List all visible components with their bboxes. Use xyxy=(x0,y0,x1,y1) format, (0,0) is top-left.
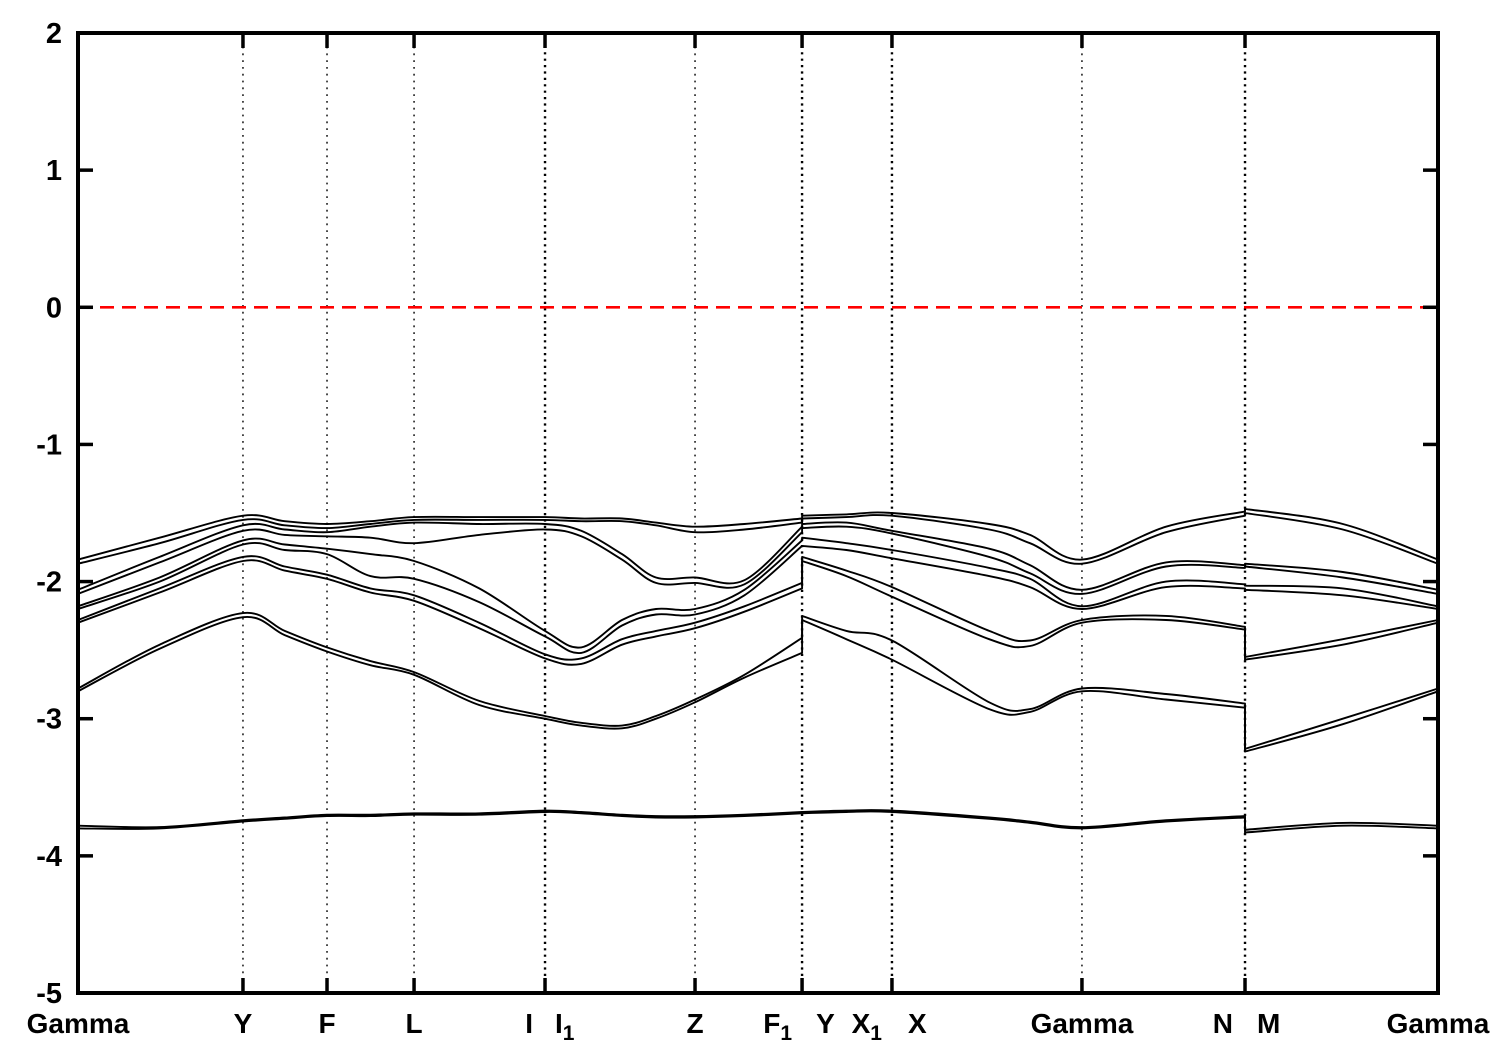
x-tick-label: L xyxy=(406,1008,423,1039)
x-tick-label: M xyxy=(1257,1008,1280,1039)
band-curve-band-07 xyxy=(77,555,1439,661)
x-tick-label: Y xyxy=(234,1008,253,1039)
x-tick-label: I1 xyxy=(555,1008,575,1045)
x-tick-label: Gamma xyxy=(1031,1008,1134,1039)
x-tick-label: Gamma xyxy=(27,1008,130,1039)
x-tick-label-text: I xyxy=(525,1008,533,1039)
plot-border xyxy=(76,31,1440,995)
x-tick-label-text: M xyxy=(1257,1008,1280,1039)
y-tick-label: -3 xyxy=(36,704,62,736)
x-tick-label: X1 xyxy=(852,1008,883,1045)
band-curve-band-09 xyxy=(77,612,1439,750)
band-curve-band-06 xyxy=(77,541,1439,655)
x-tick-label-text: Y xyxy=(816,1008,835,1039)
x-tick-label-subscript: 1 xyxy=(563,1022,575,1045)
x-tick-label: Y xyxy=(816,1008,835,1039)
x-tick-label-text: X xyxy=(908,1008,927,1039)
y-tick-label: -4 xyxy=(36,841,62,873)
band-curve-band-04 xyxy=(77,525,1439,595)
band-curve-band-02 xyxy=(77,512,1439,565)
x-tick-label-text: N xyxy=(1213,1008,1233,1039)
x-tick-label: X xyxy=(908,1008,927,1039)
x-tick-label-text: Y xyxy=(234,1008,253,1039)
y-tick-label: 2 xyxy=(46,18,62,50)
x-tick-label: F xyxy=(318,1008,335,1039)
y-tick-label: 0 xyxy=(46,292,62,324)
x-tick-label-text: F xyxy=(763,1008,780,1039)
band-curve-band-11 xyxy=(77,809,1439,831)
x-tick-label-text: F xyxy=(318,1008,335,1039)
x-tick-label: F1 xyxy=(763,1008,792,1045)
x-tick-label-subscript: 1 xyxy=(780,1022,792,1045)
x-tick-label-text: I xyxy=(555,1008,563,1039)
x-tick-label-text: Gamma xyxy=(1031,1008,1134,1039)
band-curve-band-10 xyxy=(77,616,1439,753)
x-tick-label-text: Gamma xyxy=(27,1008,130,1039)
band-curve-band-03 xyxy=(77,521,1439,591)
band-curve-band-08 xyxy=(77,559,1439,666)
band-curve-band-01 xyxy=(77,507,1439,561)
x-tick-label: I xyxy=(525,1008,533,1039)
y-tick-label: -1 xyxy=(36,429,62,461)
band-curve-band-05 xyxy=(77,536,1439,649)
x-tick-label-text: Gamma xyxy=(1387,1008,1490,1039)
x-tick-label-text: Z xyxy=(686,1008,703,1039)
y-tick-label: -5 xyxy=(36,978,62,1010)
band-curve-band-12 xyxy=(77,810,1439,834)
x-tick-label-subscript: 1 xyxy=(870,1022,882,1045)
y-tick-label: 1 xyxy=(46,155,62,187)
x-tick-label: Z xyxy=(686,1008,703,1039)
x-tick-label-text: L xyxy=(406,1008,423,1039)
x-tick-label: Gamma xyxy=(1387,1008,1490,1039)
x-tick-label: N xyxy=(1213,1008,1233,1039)
y-tick-label: -2 xyxy=(36,567,62,599)
x-tick-label-text: X xyxy=(852,1008,871,1039)
